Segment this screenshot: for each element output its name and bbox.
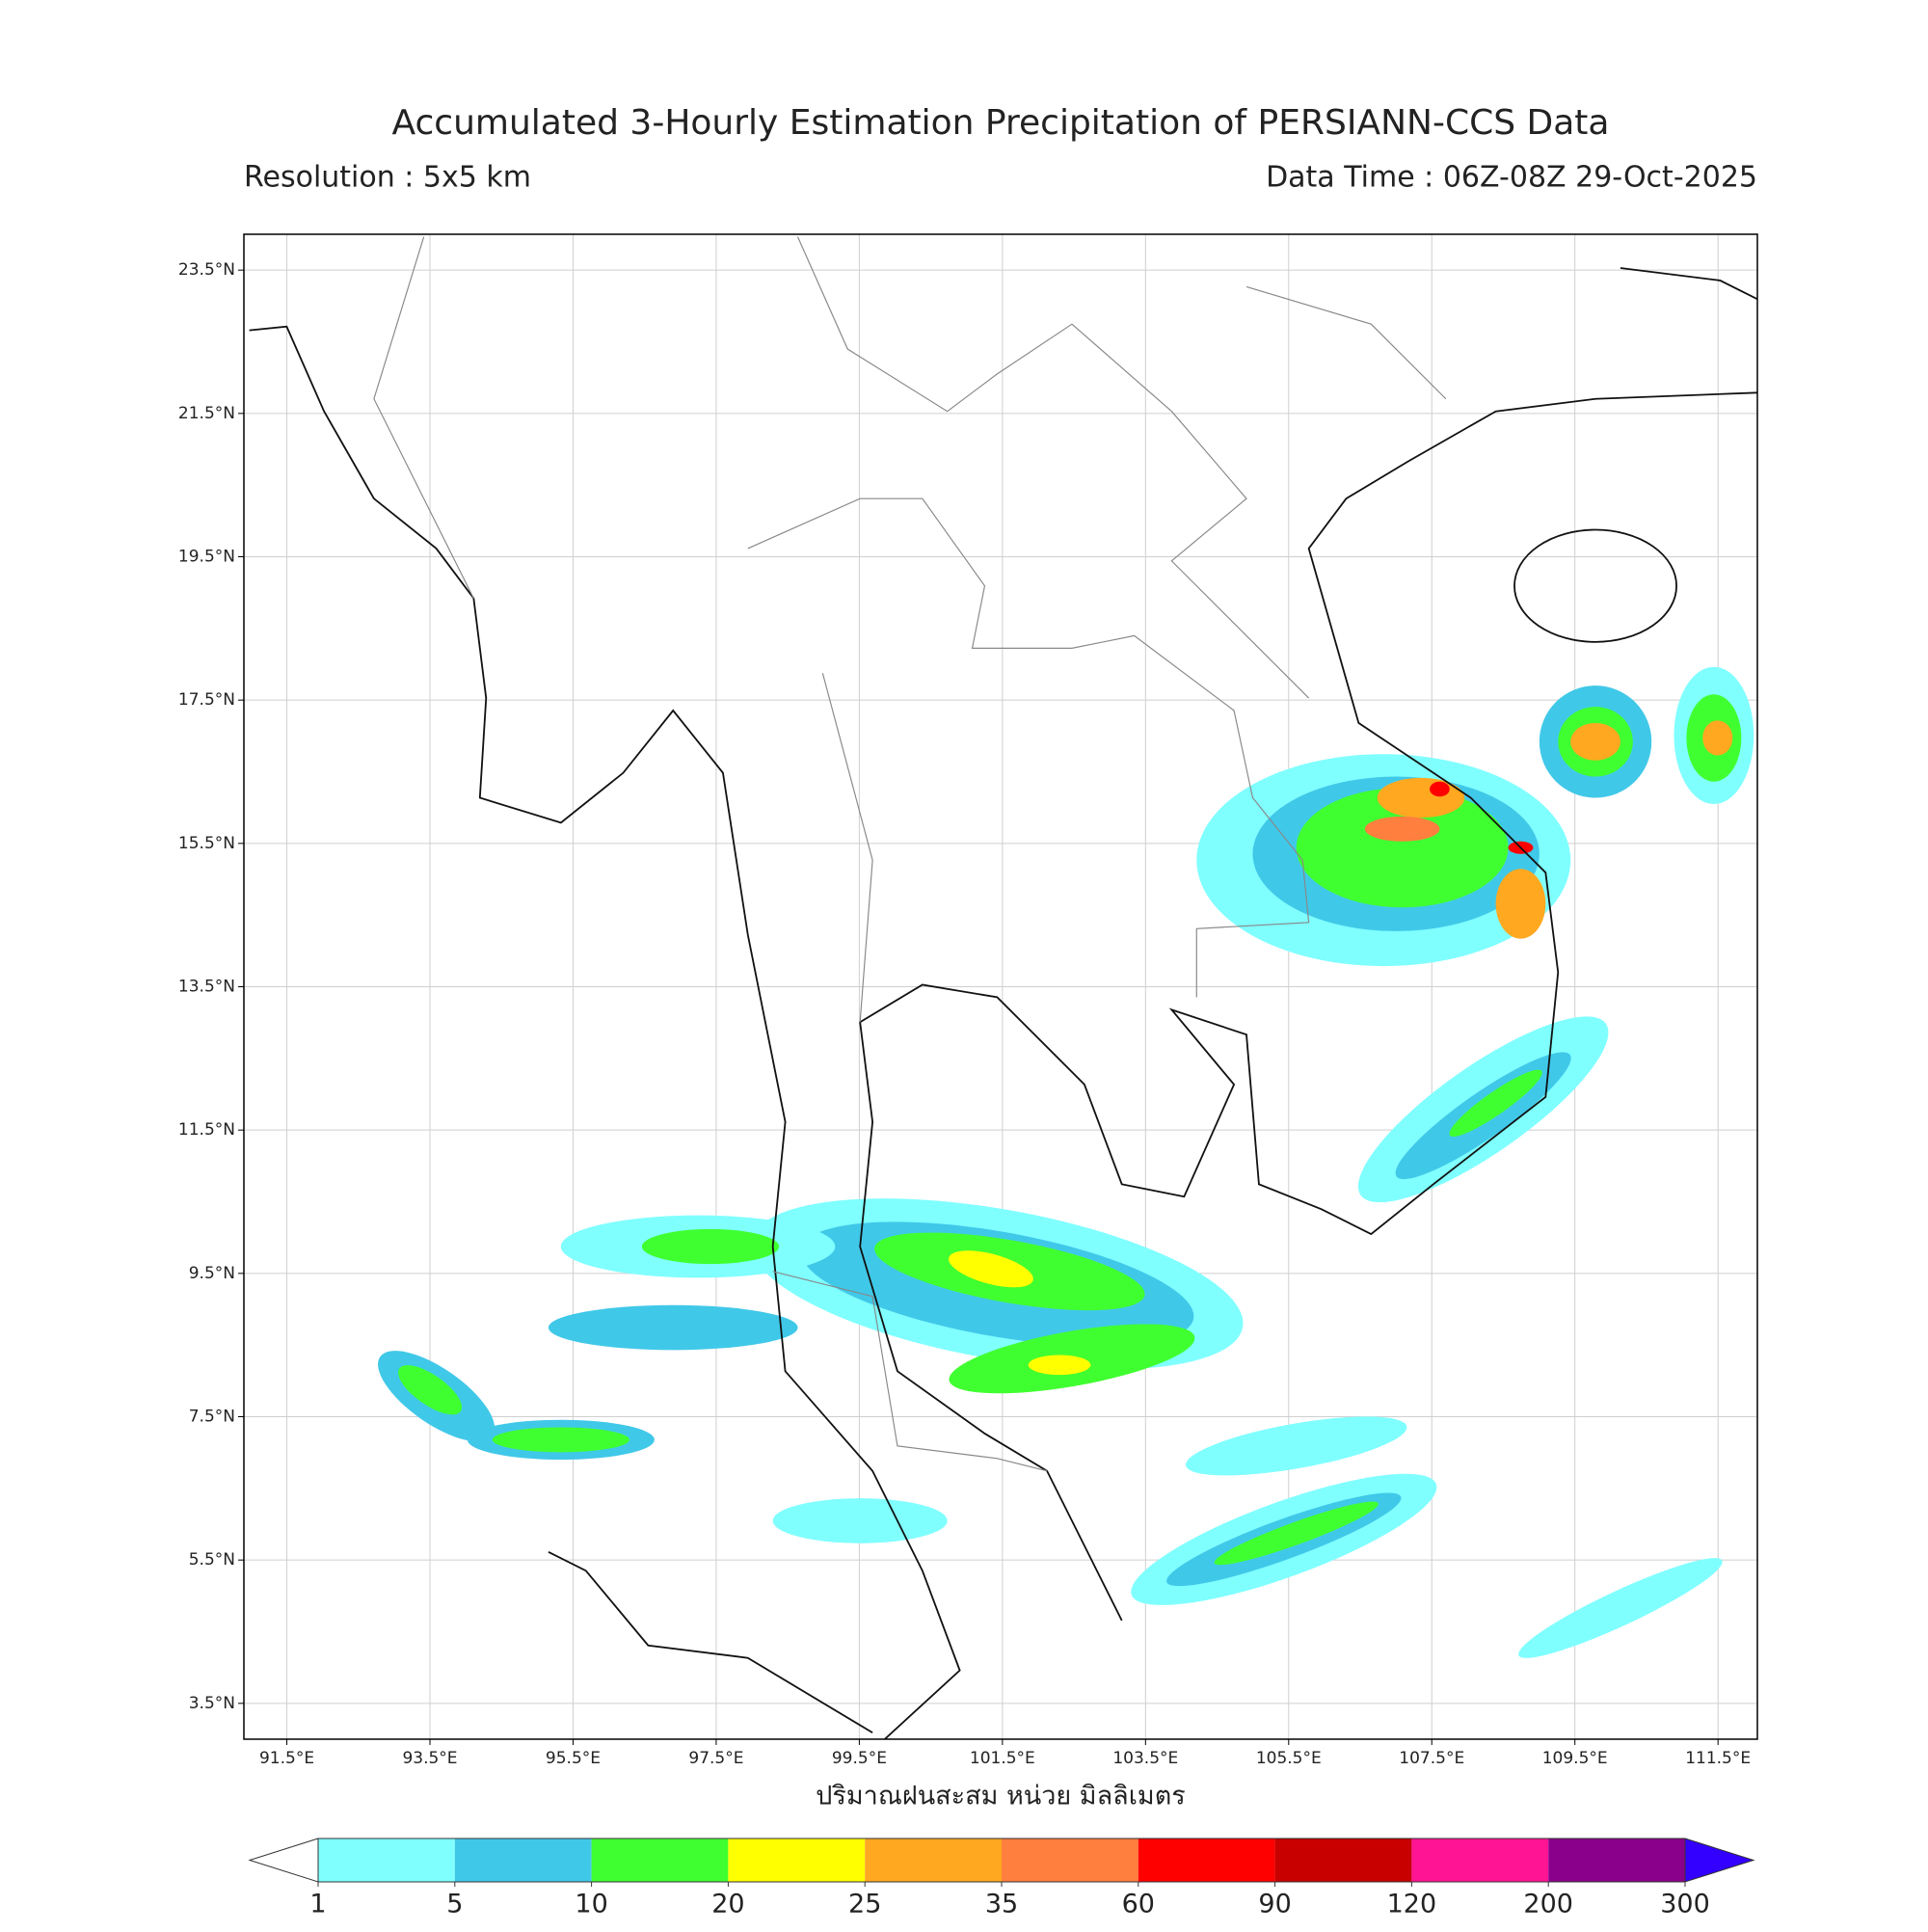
colorbar-level: 120 <box>1387 1890 1437 1919</box>
colorbar-under <box>248 1838 319 1883</box>
y-tick-label: 7.5°N <box>189 1408 235 1427</box>
x-tick-label: 111.5°E <box>1685 1749 1751 1768</box>
map-content <box>249 236 1757 1739</box>
colorbar-segment <box>1138 1838 1275 1882</box>
x-tick-label: 107.5°E <box>1399 1749 1464 1768</box>
colorbar: 1 5 10 20 25 35 60 90 120 200 300 <box>248 1838 1755 1919</box>
y-tick-label: 23.5°N <box>178 260 235 280</box>
data-time: Data Time : 06Z-08Z 29-Oct-2025 <box>1266 161 1757 195</box>
colorbar-segment <box>1411 1838 1549 1882</box>
x-tick-label: 109.5°E <box>1542 1749 1608 1768</box>
x-tick-label: 91.5°E <box>259 1749 314 1768</box>
y-tick-label: 19.5°N <box>178 548 235 567</box>
colorbar-level: 60 <box>1122 1890 1155 1919</box>
x-tick-label: 103.5°E <box>1112 1749 1178 1768</box>
colorbar-segment <box>1548 1838 1685 1882</box>
colorbar-segment <box>1002 1838 1138 1882</box>
colorbar-segment <box>318 1838 455 1882</box>
colorbar-segment <box>865 1838 1002 1882</box>
y-tick-label: 17.5°N <box>178 690 235 710</box>
colorbar-level: 20 <box>711 1890 744 1919</box>
x-tick-label: 93.5°E <box>402 1749 457 1768</box>
y-tick-label: 5.5°N <box>189 1550 235 1570</box>
y-tick-label: 9.5°N <box>189 1264 235 1283</box>
y-tick-label: 21.5°N <box>178 404 235 423</box>
colorbar-over <box>1684 1838 1755 1883</box>
x-tick-label: 101.5°E <box>970 1749 1035 1768</box>
colorbar-level: 300 <box>1660 1890 1710 1919</box>
colorbar-level: 35 <box>985 1890 1018 1919</box>
rain-field <box>378 666 1754 1658</box>
colorbar-level: 200 <box>1523 1890 1573 1919</box>
colorbar-segment <box>1274 1838 1412 1882</box>
y-tick-label: 15.5°N <box>178 834 235 853</box>
x-tick-label: 99.5°E <box>832 1749 887 1768</box>
coastlines <box>249 236 1757 1739</box>
colorbar-segment <box>728 1838 866 1882</box>
colorbar-level: 25 <box>848 1890 881 1919</box>
colorbar-segment <box>454 1838 592 1882</box>
colorbar-level: 5 <box>446 1890 463 1919</box>
x-tick-label: 105.5°E <box>1256 1749 1322 1768</box>
y-tick-label: 11.5°N <box>178 1120 235 1140</box>
colorbar-level: 10 <box>575 1890 607 1919</box>
colorbar-label: ปริมาณฝนสะสม หน่วย มิลลิเมตร <box>816 1782 1186 1811</box>
y-tick-label: 13.5°N <box>178 978 235 997</box>
colorbar-segment <box>591 1838 729 1882</box>
colorbar-level: 1 <box>309 1890 326 1919</box>
grid <box>244 234 1757 1739</box>
title: Accumulated 3-Hourly Estimation Precipit… <box>392 103 1610 143</box>
resolution: Resolution : 5x5 km <box>244 161 531 195</box>
x-tick-label: 95.5°E <box>546 1749 601 1768</box>
colorbar-level: 90 <box>1258 1890 1291 1919</box>
x-tick-label: 97.5°E <box>688 1749 743 1768</box>
y-tick-label: 3.5°N <box>189 1694 235 1713</box>
